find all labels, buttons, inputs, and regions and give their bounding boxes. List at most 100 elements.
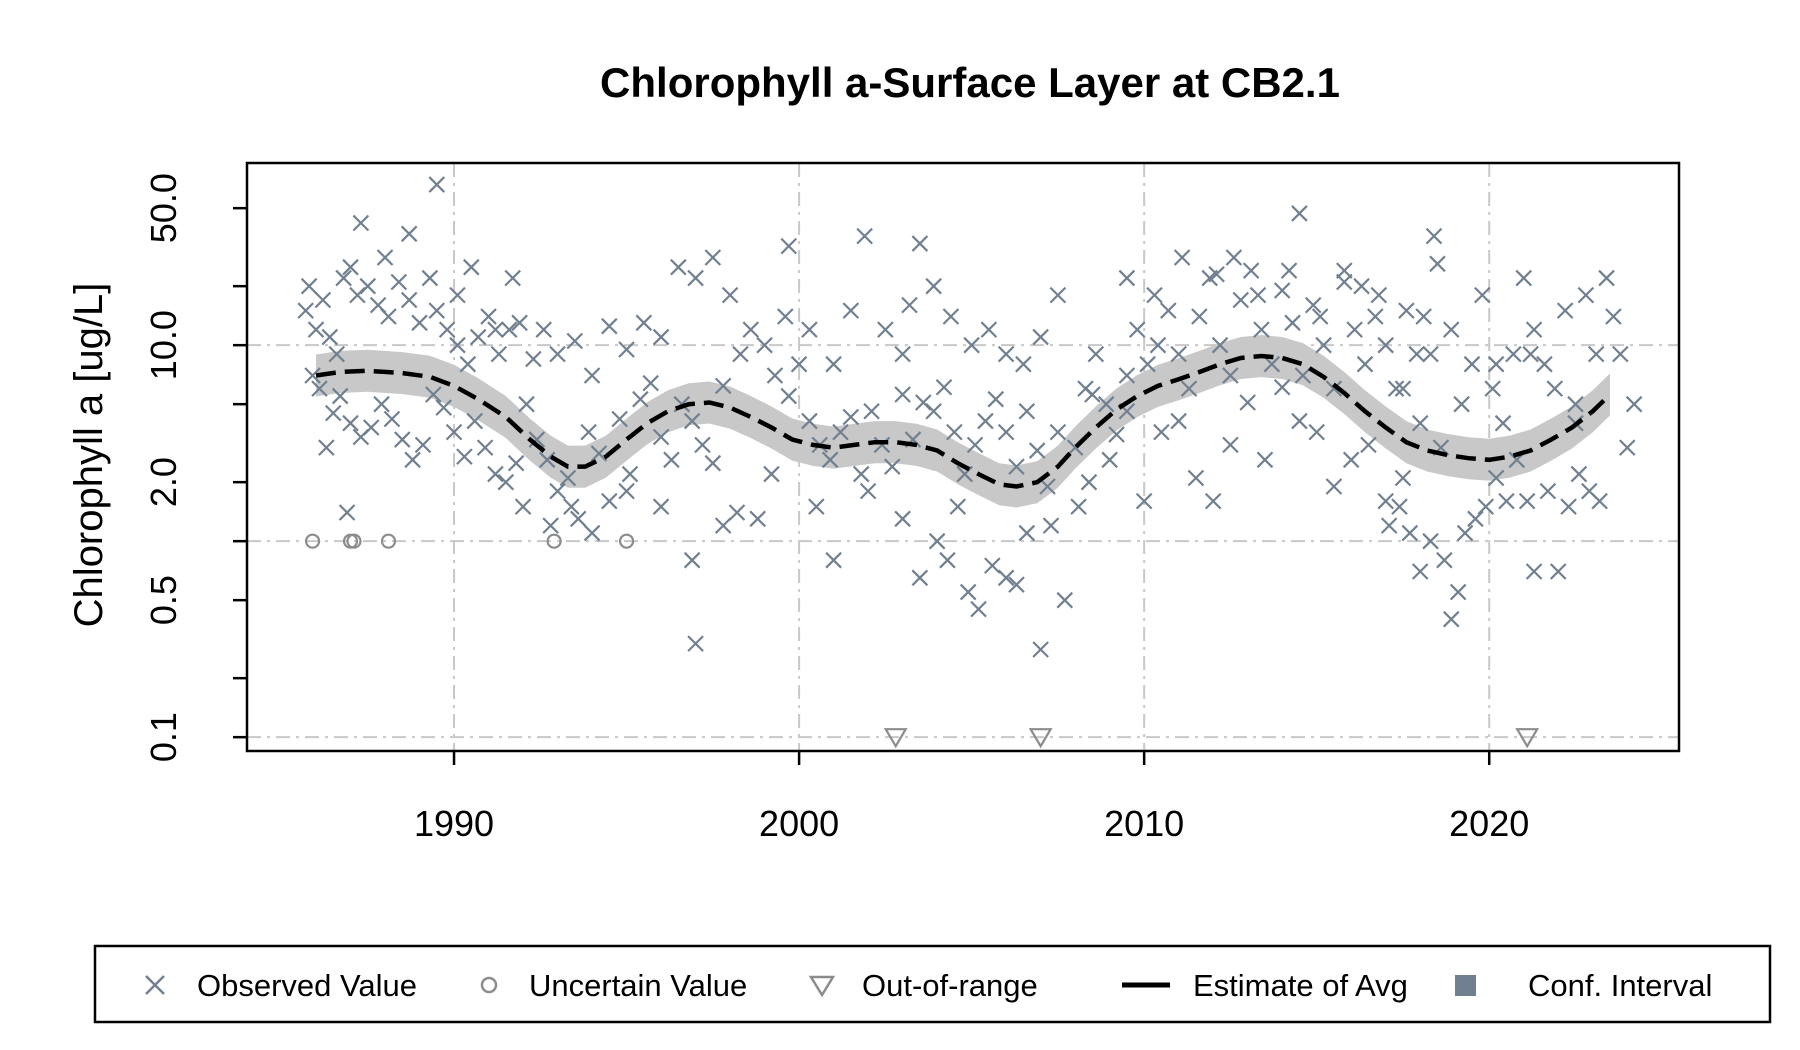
observed-point xyxy=(984,557,1001,574)
observed-point xyxy=(1577,286,1595,304)
legend-ci-symbol xyxy=(1455,975,1476,996)
observed-point xyxy=(1273,282,1291,299)
observed-point xyxy=(1484,380,1501,397)
observed-point xyxy=(1015,355,1032,373)
observed-point xyxy=(1056,591,1074,609)
observed-point xyxy=(704,454,722,472)
observed-point xyxy=(1208,265,1225,283)
observed-point xyxy=(1598,269,1615,287)
observed-point xyxy=(1108,426,1125,443)
estimate-line-layer xyxy=(315,353,1612,489)
observed-point xyxy=(314,291,332,309)
observed-point xyxy=(1415,308,1432,325)
observed-point xyxy=(497,473,515,491)
observed-point xyxy=(1353,277,1370,295)
observed-point xyxy=(400,291,418,309)
observed-point xyxy=(652,328,670,346)
observed-point xyxy=(1070,498,1087,515)
observed-point xyxy=(780,237,798,255)
observed-point xyxy=(466,412,484,430)
observed-point xyxy=(694,436,711,454)
out-of-range-point xyxy=(883,728,908,749)
observed-point xyxy=(549,482,566,500)
observed-point xyxy=(1084,386,1101,403)
observed-point xyxy=(1263,355,1281,373)
observed-point xyxy=(469,328,487,346)
observed-point xyxy=(1118,367,1136,384)
observed-point xyxy=(687,635,704,652)
observed-point xyxy=(959,583,977,601)
observed-point xyxy=(1498,492,1515,510)
observed-point xyxy=(683,412,701,430)
observed-point xyxy=(801,321,818,338)
legend-estimate-label: Estimate of Avg xyxy=(1193,968,1408,1003)
chart-title: Chlorophyll a-Surface Layer at CB2.1 xyxy=(600,59,1340,106)
observed-point xyxy=(1463,355,1481,373)
x-tick-label: 1990 xyxy=(414,803,494,844)
legend-uncertain-label: Uncertain Value xyxy=(529,968,747,1003)
observed-point xyxy=(421,269,439,287)
observed-point xyxy=(1153,423,1170,441)
observed-point xyxy=(463,258,480,276)
observed-point xyxy=(687,269,704,287)
observed-point xyxy=(1387,380,1405,397)
observed-point xyxy=(1028,442,1046,459)
observed-point xyxy=(1101,451,1118,469)
observed-point xyxy=(635,314,653,332)
observed-point xyxy=(1284,314,1301,332)
observed-point xyxy=(1456,524,1474,542)
observed-point xyxy=(856,227,873,245)
observed-point xyxy=(632,390,649,408)
observed-point xyxy=(997,569,1015,587)
observed-point xyxy=(1474,286,1491,304)
observed-point xyxy=(1449,583,1467,601)
observed-point xyxy=(1128,321,1146,338)
observed-point xyxy=(808,498,825,515)
observed-point xyxy=(528,431,546,448)
observed-point xyxy=(1422,345,1439,363)
x-tick-label: 2010 xyxy=(1104,803,1184,844)
observed-point xyxy=(966,436,984,454)
observed-point xyxy=(832,423,849,441)
observed-point xyxy=(504,269,521,287)
observed-point xyxy=(338,504,356,521)
observed-point xyxy=(425,386,442,403)
observed-point xyxy=(1394,380,1412,397)
observed-point xyxy=(1211,336,1229,354)
observed-point xyxy=(342,414,359,432)
observed-point xyxy=(1377,492,1394,510)
y-axis-label: Chlorophyll a [ug/L] xyxy=(67,283,111,628)
legend-uncertain-symbol xyxy=(480,976,498,994)
observed-point xyxy=(435,399,452,416)
observed-point xyxy=(780,387,798,405)
observed-point xyxy=(307,321,325,338)
observed-point xyxy=(400,225,418,243)
observed-point xyxy=(1487,469,1505,487)
observed-point xyxy=(411,314,428,332)
observed-point xyxy=(359,277,377,295)
y-tick-label: 0.5 xyxy=(143,575,184,625)
observed-point xyxy=(825,551,842,569)
observed-point xyxy=(580,423,597,441)
observed-point xyxy=(1160,302,1177,319)
observed-point xyxy=(1325,380,1343,397)
observed-point xyxy=(393,431,411,448)
observed-point xyxy=(1567,395,1584,413)
observed-point xyxy=(1118,269,1136,287)
observed-point xyxy=(1477,498,1495,515)
observed-point xyxy=(376,249,394,266)
observed-point xyxy=(1398,302,1415,319)
observed-point xyxy=(1587,345,1605,363)
observed-point xyxy=(970,600,987,618)
observed-point xyxy=(601,317,618,335)
uncertain-point xyxy=(346,533,362,549)
observed-point xyxy=(721,286,739,304)
observed-point xyxy=(476,439,494,456)
observed-point xyxy=(428,302,446,319)
observed-point xyxy=(946,423,963,441)
observed-point xyxy=(297,302,314,319)
observed-point xyxy=(642,374,659,392)
observed-point xyxy=(514,498,532,515)
observed-point xyxy=(1049,423,1067,441)
